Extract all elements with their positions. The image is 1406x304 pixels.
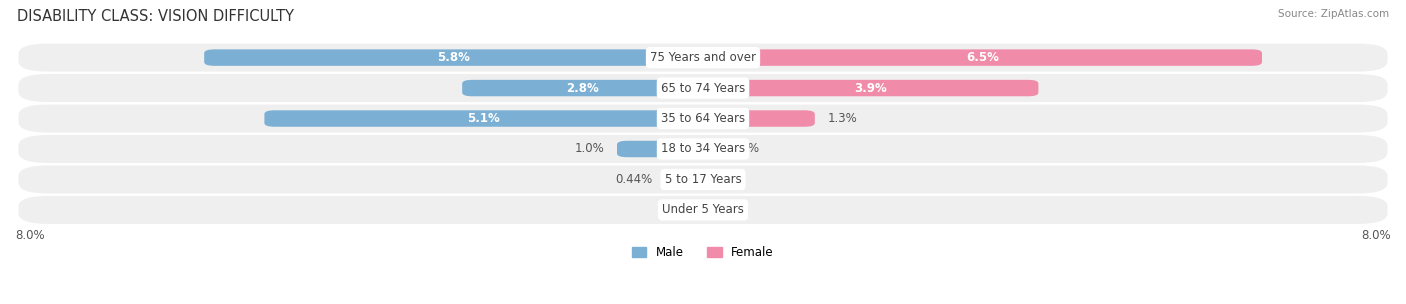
Text: 6.5%: 6.5% <box>966 51 998 64</box>
Text: 8.0%: 8.0% <box>1361 229 1391 242</box>
Text: 75 Years and over: 75 Years and over <box>650 51 756 64</box>
FancyBboxPatch shape <box>18 43 1388 72</box>
Text: 5 to 17 Years: 5 to 17 Years <box>665 173 741 186</box>
FancyBboxPatch shape <box>463 80 703 96</box>
FancyBboxPatch shape <box>264 110 703 127</box>
Text: 8.0%: 8.0% <box>15 229 45 242</box>
Text: Under 5 Years: Under 5 Years <box>662 203 744 216</box>
Text: 5.8%: 5.8% <box>437 51 470 64</box>
FancyBboxPatch shape <box>703 80 1039 96</box>
FancyBboxPatch shape <box>703 110 815 127</box>
FancyBboxPatch shape <box>18 165 1388 193</box>
Text: 0.0%: 0.0% <box>661 203 690 216</box>
FancyBboxPatch shape <box>617 141 703 157</box>
FancyBboxPatch shape <box>703 49 1263 66</box>
FancyBboxPatch shape <box>204 49 703 66</box>
Text: 35 to 64 Years: 35 to 64 Years <box>661 112 745 125</box>
FancyBboxPatch shape <box>18 74 1388 102</box>
FancyBboxPatch shape <box>18 135 1388 163</box>
Text: 5.1%: 5.1% <box>467 112 501 125</box>
Text: Source: ZipAtlas.com: Source: ZipAtlas.com <box>1278 9 1389 19</box>
Legend: Male, Female: Male, Female <box>627 241 779 264</box>
Text: 2.8%: 2.8% <box>567 81 599 95</box>
Text: DISABILITY CLASS: VISION DIFFICULTY: DISABILITY CLASS: VISION DIFFICULTY <box>17 9 294 24</box>
Text: 0.07%: 0.07% <box>721 143 759 155</box>
FancyBboxPatch shape <box>18 196 1388 224</box>
FancyBboxPatch shape <box>665 171 703 188</box>
Text: 65 to 74 Years: 65 to 74 Years <box>661 81 745 95</box>
Text: 1.0%: 1.0% <box>574 143 605 155</box>
Text: 0.0%: 0.0% <box>716 203 745 216</box>
Text: 0.0%: 0.0% <box>716 173 745 186</box>
Text: 0.44%: 0.44% <box>614 173 652 186</box>
Text: 3.9%: 3.9% <box>855 81 887 95</box>
FancyBboxPatch shape <box>18 105 1388 133</box>
Text: 18 to 34 Years: 18 to 34 Years <box>661 143 745 155</box>
Text: 1.3%: 1.3% <box>828 112 858 125</box>
FancyBboxPatch shape <box>699 141 713 157</box>
